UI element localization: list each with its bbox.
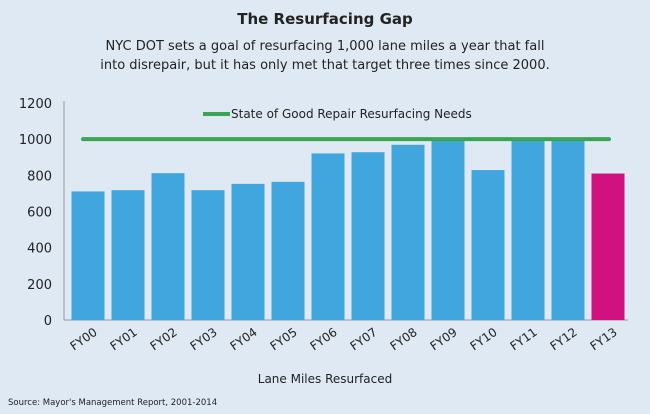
bar-fy09 — [431, 138, 465, 320]
bar-fy11 — [511, 138, 545, 320]
y-tick-label: 800 — [27, 169, 52, 184]
bar-fy10 — [471, 170, 505, 320]
x-tick-label: FY11 — [508, 325, 540, 353]
y-tick-label: 400 — [27, 242, 52, 257]
bar-fy13 — [591, 173, 625, 320]
bar-fy01 — [111, 190, 145, 320]
y-tick-label: 0 — [44, 314, 52, 329]
x-tick-label: FY00 — [68, 325, 100, 353]
bar-fy00 — [71, 191, 105, 320]
bar-fy07 — [351, 152, 385, 320]
x-tick-label: FY10 — [468, 325, 500, 353]
x-tick-label: FY08 — [388, 325, 420, 353]
bar-fy04 — [231, 183, 265, 320]
x-tick-label: FY01 — [108, 325, 140, 353]
legend-label: State of Good Repair Resurfacing Needs — [231, 107, 472, 121]
x-tick-label: FY02 — [148, 325, 180, 353]
x-tick-label: FY13 — [588, 325, 620, 353]
x-tick-label: FY06 — [308, 325, 340, 353]
bar-fy12 — [551, 138, 585, 320]
chart-title: The Resurfacing Gap — [237, 10, 413, 28]
x-tick-label: FY03 — [188, 325, 220, 353]
y-tick-label: 600 — [27, 206, 52, 221]
bar-fy06 — [311, 153, 345, 320]
x-tick-label: FY04 — [228, 325, 260, 353]
subtitle-line-1: NYC DOT sets a goal of resurfacing 1,000… — [105, 39, 545, 54]
source-note: Source: Mayor's Management Report, 2001-… — [8, 398, 218, 408]
bar-fy02 — [151, 173, 185, 320]
bar-fy08 — [391, 144, 425, 320]
x-axis-label: Lane Miles Resurfaced — [258, 372, 392, 386]
y-tick-label: 200 — [27, 278, 52, 293]
subtitle-line-2: into disrepair, but it has only met that… — [100, 58, 550, 73]
bar-fy05 — [271, 181, 305, 320]
x-tick-label: FY12 — [548, 325, 580, 353]
x-tick-label: FY09 — [428, 325, 460, 353]
x-tick-label: FY07 — [348, 325, 380, 353]
y-tick-label: 1200 — [19, 97, 52, 112]
y-tick-label: 1000 — [19, 133, 52, 148]
chart-subtitle: NYC DOT sets a goal of resurfacing 1,000… — [0, 37, 650, 75]
bar-fy03 — [191, 190, 225, 320]
x-tick-label: FY05 — [268, 325, 300, 353]
